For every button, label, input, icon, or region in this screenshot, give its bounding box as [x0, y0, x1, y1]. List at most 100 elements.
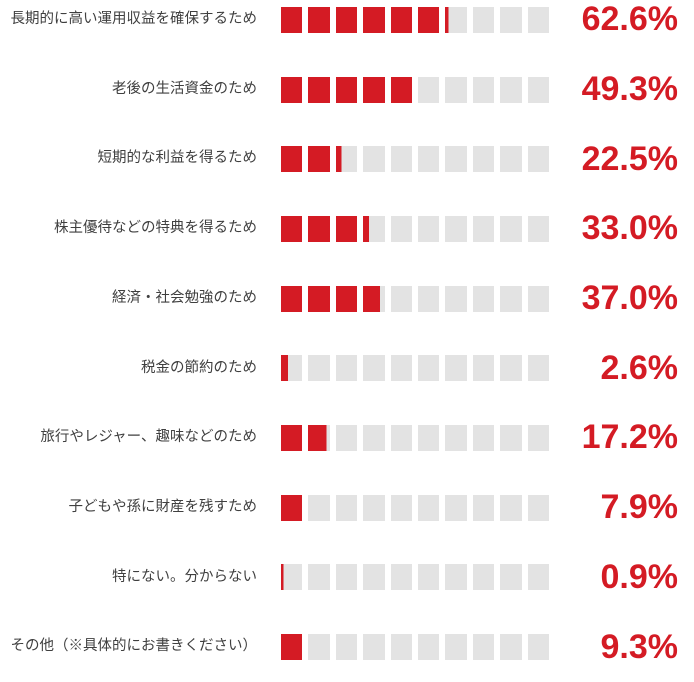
bar-segment	[390, 146, 412, 173]
chart-row: 老後の生活資金のため 49.3%	[0, 55, 694, 125]
bar-segment	[472, 6, 495, 33]
bar-segment	[281, 6, 303, 33]
bar-segment	[417, 285, 440, 312]
value-label: 9.3%	[600, 627, 679, 666]
chart-row: 短期的な利益を得るため 22.5%	[0, 124, 694, 194]
bar-segment	[308, 424, 330, 451]
bar-segment	[308, 6, 330, 33]
bar-segment	[281, 215, 303, 242]
bar-segment	[500, 424, 522, 451]
category-label: 老後の生活資金のため	[112, 80, 257, 97]
bar-segment	[308, 215, 330, 242]
chart-row: 長期的に高い運用収益を確保するため 62.6%	[0, 0, 694, 55]
bar-segment	[472, 146, 495, 173]
bar-segment	[500, 215, 522, 242]
bar-segment	[445, 494, 467, 521]
bar-segment	[281, 355, 303, 382]
bar-segment	[281, 564, 303, 591]
value-label: 2.6%	[600, 348, 679, 387]
bar-segment	[472, 494, 495, 521]
value-label: 17.2%	[581, 418, 678, 457]
bar-segment	[335, 634, 358, 661]
bar-segment	[335, 355, 358, 382]
bar-track	[281, 564, 549, 591]
bar-segment	[308, 494, 330, 521]
bar-segment	[527, 494, 549, 521]
bar-track	[281, 424, 549, 451]
bar-segment	[308, 634, 330, 661]
bar-segment	[445, 285, 467, 312]
bar-segment	[281, 634, 303, 661]
bar-segment	[335, 424, 358, 451]
bar-segment	[445, 564, 467, 591]
value-label: 22.5%	[581, 139, 678, 178]
bar-segment	[308, 564, 330, 591]
bar-segment	[363, 6, 385, 33]
category-label: 株主優待などの特典を得るため	[54, 220, 257, 237]
bar-segment	[527, 215, 549, 242]
value-label: 0.9%	[600, 557, 679, 596]
bar-segment	[335, 6, 358, 33]
bar-segment	[445, 424, 467, 451]
bar-segment	[308, 355, 330, 382]
category-label: 子どもや孫に財産を残すため	[68, 498, 258, 515]
bar-segment	[472, 634, 495, 661]
bar-segment	[445, 76, 467, 103]
chart-row: 子どもや孫に財産を残すため 7.9%	[0, 473, 694, 543]
bar-segment	[281, 285, 303, 312]
bar-segment	[335, 285, 358, 312]
bar-segment	[335, 494, 358, 521]
bar-segment	[500, 76, 522, 103]
bar-track	[281, 285, 549, 312]
bar-segment	[281, 424, 303, 451]
bar-segment	[445, 6, 467, 33]
bar-segment	[308, 285, 330, 312]
bar-segment	[472, 564, 495, 591]
bar-track	[281, 355, 549, 382]
bar-segment	[417, 355, 440, 382]
bar-segment	[527, 146, 549, 173]
bar-segment	[445, 146, 467, 173]
bar-segment	[390, 355, 412, 382]
bar-segment	[527, 564, 549, 591]
bar-segment	[417, 424, 440, 451]
bar-segment	[363, 355, 385, 382]
bar-segment	[335, 564, 358, 591]
bar-segment	[390, 76, 412, 103]
bar-segment	[363, 634, 385, 661]
bar-segment	[445, 215, 467, 242]
bar-segment	[472, 355, 495, 382]
bar-segment	[390, 6, 412, 33]
bar-segment	[363, 564, 385, 591]
category-label: 税金の節約のため	[141, 359, 257, 376]
bar-segment	[417, 76, 440, 103]
value-label: 7.9%	[600, 488, 679, 527]
chart-row: 税金の節約のため 2.6%	[0, 333, 694, 403]
category-label: 特にない。分からない	[112, 568, 257, 585]
value-label: 33.0%	[581, 209, 678, 248]
bar-segment	[363, 285, 385, 312]
bar-segment	[417, 564, 440, 591]
bar-segment	[500, 285, 522, 312]
bar-segment	[390, 634, 412, 661]
bar-track	[281, 494, 549, 521]
bar-segment	[500, 146, 522, 173]
bar-segment	[390, 564, 412, 591]
bar-segment	[417, 6, 440, 33]
bar-segment	[472, 76, 495, 103]
bar-segment	[445, 634, 467, 661]
bar-segment	[281, 146, 303, 173]
bar-segment	[500, 634, 522, 661]
category-label: 旅行やレジャー、趣味などのため	[40, 429, 257, 446]
bar-segment	[527, 355, 549, 382]
bar-segment	[363, 76, 385, 103]
bar-segment	[281, 494, 303, 521]
bar-segment	[390, 285, 412, 312]
bar-track	[281, 6, 549, 33]
bar-segment	[500, 494, 522, 521]
bar-segment	[472, 285, 495, 312]
bar-segment	[363, 494, 385, 521]
chart-row: 旅行やレジャー、趣味などのため 17.2%	[0, 403, 694, 473]
